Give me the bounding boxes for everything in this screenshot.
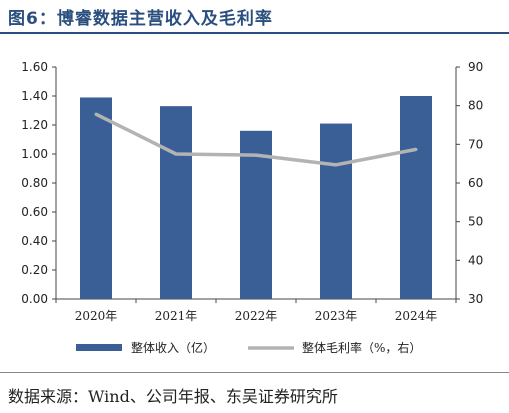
margin-point (254, 153, 258, 157)
category-label: 2023年 (315, 309, 358, 323)
margin-point (174, 152, 178, 156)
right-tick-label: 60 (468, 176, 483, 190)
right-tick-label: 50 (468, 215, 483, 229)
left-tick-label: 0.60 (21, 205, 48, 219)
revenue-bar (320, 123, 352, 299)
source-note: 数据来源：Wind、公司年报、东吴证券研究所 (8, 387, 338, 406)
title-divider (0, 32, 509, 34)
revenue-bar (80, 97, 112, 299)
left-tick-label: 0.80 (21, 176, 48, 190)
chart-axes: 0.00 0.20 0.40 0.60 0.80 1.00 1.20 1.40 1.60 30 40… (21, 60, 483, 306)
chart-legend: 整体收入（亿） 整体毛利率（%，右） (76, 340, 421, 355)
left-tick-label: 0.00 (21, 292, 48, 306)
figure-title: 图6：博睿数据主营收入及毛利率 (8, 9, 273, 29)
category-labels: 2020年 2021年 2022年 2023年 2024年 (75, 309, 438, 323)
left-tick-label: 1.00 (21, 147, 48, 161)
revenue-bar (160, 106, 192, 300)
left-tick-label: 1.20 (21, 118, 48, 132)
source-divider (0, 372, 509, 373)
left-tick-label: 1.40 (21, 89, 48, 103)
right-tick-label: 70 (468, 137, 483, 151)
legend-label-revenue: 整体收入（亿） (131, 340, 215, 355)
margin-point (414, 147, 418, 151)
right-tick-label: 30 (468, 292, 483, 306)
figure-header: 图6：博睿数据主营收入及毛利率 (0, 0, 509, 30)
left-tick-label: 1.60 (21, 60, 48, 74)
left-tick-label: 0.40 (21, 234, 48, 248)
legend-swatch-revenue (76, 344, 122, 351)
category-label: 2020年 (75, 309, 118, 323)
revenue-bars (80, 96, 432, 300)
category-label: 2021年 (155, 309, 198, 323)
margin-line (94, 112, 418, 167)
category-label: 2022年 (235, 309, 278, 323)
category-label: 2024年 (395, 309, 438, 323)
right-tick-label: 80 (468, 99, 483, 113)
revenue-margin-chart: 0.00 0.20 0.40 0.60 0.80 1.00 1.20 1.40 1.60 30 40… (21, 60, 483, 355)
revenue-bar (240, 130, 272, 299)
right-tick-label: 40 (468, 253, 483, 267)
margin-point (334, 163, 338, 167)
right-tick-label: 90 (468, 60, 483, 74)
revenue-bar (400, 96, 432, 299)
margin-point (94, 112, 98, 116)
legend-label-margin: 整体毛利率（%，右） (302, 340, 421, 355)
left-tick-label: 0.20 (21, 263, 48, 277)
